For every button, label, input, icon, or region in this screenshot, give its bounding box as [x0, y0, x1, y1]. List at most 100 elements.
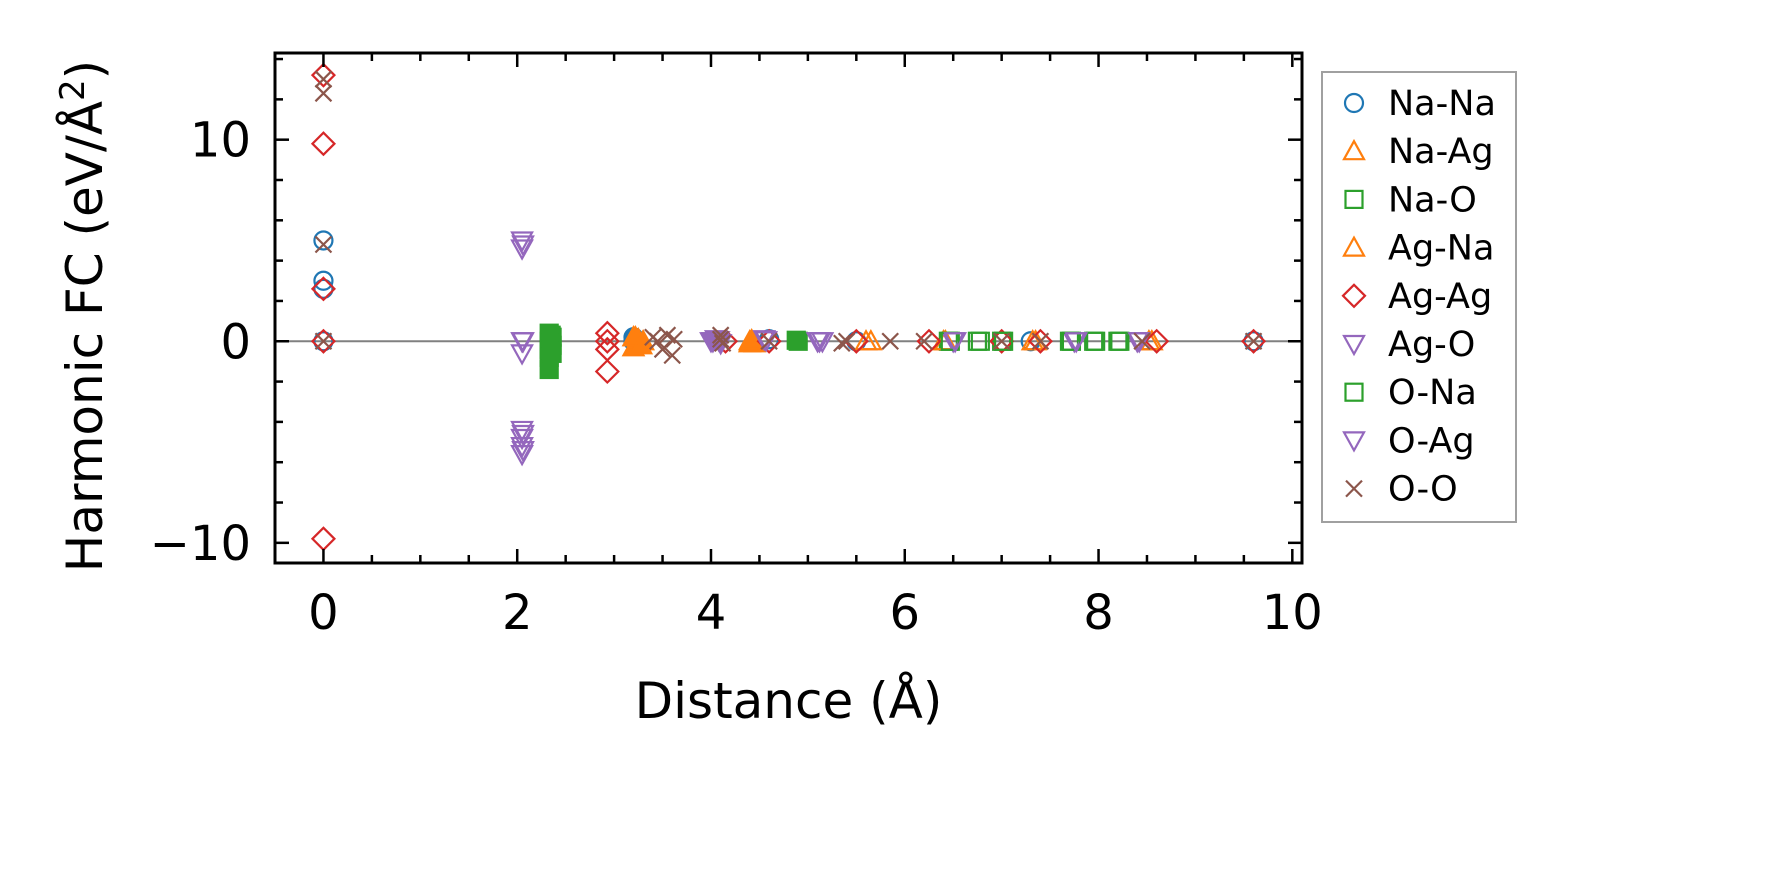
data-point [1064, 332, 1089, 354]
legend-marker [1342, 431, 1366, 453]
legend-item: O-Na [1344, 373, 1477, 413]
data-point [993, 331, 1014, 351]
data-point [711, 330, 730, 349]
data-point [511, 424, 535, 447]
x-tick-label: 8 [1083, 585, 1114, 641]
data-point [713, 334, 732, 353]
legend: Na-Na Na-Ag Na-O Ag-Na Ag-Ag Ag-O O-Na O-Ag O-O [1321, 71, 1517, 523]
data-point [881, 332, 900, 351]
data-point [1110, 331, 1130, 351]
y-axis-label-superscript: 2 [53, 79, 93, 101]
x-tick-label: 2 [502, 585, 533, 641]
x-tick-label: 0 [308, 585, 339, 641]
data-point [760, 332, 778, 351]
legend-item: O-Ag [1342, 421, 1475, 461]
x-tick-label: 4 [696, 585, 727, 641]
legend-item: Ag-Na [1342, 229, 1494, 269]
data-point [854, 328, 878, 351]
data-point [663, 346, 682, 365]
data-point [594, 358, 620, 385]
data-point [837, 332, 856, 351]
data-point [594, 328, 620, 354]
data-point [314, 70, 333, 88]
data-point [539, 359, 559, 380]
y-tick-label: 0 [220, 314, 251, 370]
tick-labels: 0 2 4 6 8 10 −10 0 10 [150, 113, 1323, 641]
legend-label: Na-Ag [1388, 132, 1494, 172]
data-point [510, 239, 534, 261]
data-point [833, 334, 851, 353]
legend-item: Ag-Ag [1341, 277, 1492, 317]
data-point [648, 332, 667, 351]
legend-marker [1345, 479, 1363, 498]
x-tick-label: 10 [1262, 585, 1323, 641]
data-point [313, 230, 334, 251]
legend-label: Ag-O [1388, 325, 1475, 365]
data-point [310, 131, 336, 157]
data-point [943, 332, 968, 354]
data-point [1031, 332, 1050, 351]
legend-item: O-O [1345, 470, 1458, 510]
data-point [1244, 332, 1263, 351]
legend-label: Na-O [1388, 180, 1477, 220]
legend-item: Na-Ag [1342, 132, 1494, 172]
y-axis-label-close: ) [56, 60, 114, 80]
y-tick-label: −10 [150, 516, 251, 572]
legend-label: Na-Na [1388, 84, 1496, 124]
legend-item: Na-O [1344, 180, 1477, 220]
data-point [1027, 328, 1053, 354]
y-tick-label: 10 [190, 113, 251, 169]
legend-item: Ag-O [1342, 325, 1475, 365]
data-point [756, 328, 782, 354]
data-point [739, 327, 764, 350]
legend-box [1321, 71, 1517, 523]
data-point [511, 441, 535, 463]
data-point [754, 331, 779, 353]
data-point [1133, 332, 1151, 351]
data-point [310, 276, 336, 302]
plot-frame [273, 51, 1304, 565]
data-point [314, 84, 333, 103]
data-point [786, 330, 806, 350]
y-axis-label: Harmonic FC (eV/Å2) [53, 60, 114, 572]
data-point [310, 328, 336, 354]
legend-item: Na-Na [1343, 84, 1496, 124]
legend-marker [1344, 189, 1364, 209]
y-axis-label-main: Harmonic FC (eV/Å [56, 101, 114, 572]
data-point [1144, 328, 1170, 354]
data-point [510, 344, 534, 366]
data-point [511, 332, 535, 354]
legend-marker [1341, 283, 1367, 309]
legend-label: Ag-Na [1388, 229, 1494, 269]
x-axis-label: Distance (Å) [635, 672, 943, 730]
data-point [313, 331, 334, 352]
x-tick-label: 6 [889, 585, 920, 641]
legend-marker [1342, 138, 1366, 161]
data-point [970, 331, 990, 351]
data-point [807, 332, 832, 354]
legend-marker [1343, 92, 1365, 114]
legend-label: O-Ag [1388, 421, 1475, 461]
data-point [1086, 331, 1106, 351]
data-point [915, 332, 933, 351]
data-point [1241, 328, 1267, 354]
series-o-o [314, 70, 1263, 365]
data-point [541, 341, 561, 361]
legend-label: O-O [1388, 470, 1458, 510]
series-o-na [541, 325, 1130, 361]
legend-label: O-Na [1388, 373, 1477, 413]
data-point [665, 330, 683, 349]
data-point [510, 445, 534, 467]
data-point [1243, 331, 1264, 352]
legend-marker [1342, 334, 1366, 357]
data-point [313, 278, 334, 299]
legend-marker [1344, 382, 1364, 402]
legend-marker [1342, 235, 1366, 257]
data-markers [310, 62, 1267, 552]
data-point [992, 332, 1011, 351]
data-point [511, 235, 535, 257]
data-point [314, 235, 333, 254]
data-point [314, 332, 333, 351]
data-point [313, 270, 334, 291]
